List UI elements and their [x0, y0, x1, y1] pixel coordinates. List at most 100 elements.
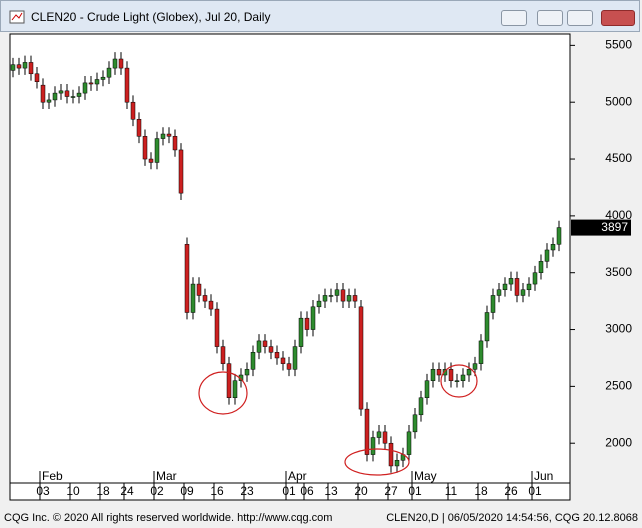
- y-tick-label: 5000: [605, 94, 632, 108]
- annotation-circle: [198, 371, 248, 415]
- y-tick-label: 3500: [605, 265, 632, 279]
- x-tick-label: 23: [240, 484, 254, 498]
- candle-body: [34, 73, 40, 82]
- candle-body: [172, 136, 178, 151]
- link-button[interactable]: [501, 10, 527, 26]
- candle-body: [142, 136, 148, 160]
- candle-body: [442, 369, 448, 376]
- candle-body: [22, 62, 28, 69]
- candle-body: [382, 431, 388, 444]
- candle-body: [136, 119, 142, 137]
- candle-body: [352, 295, 358, 302]
- month-label: Mar: [156, 469, 177, 483]
- candle-body: [478, 340, 484, 364]
- candle-body: [514, 278, 520, 296]
- minimize-button[interactable]: [537, 10, 563, 26]
- window-title: CLEN20 - Crude Light (Globex), Jul 20, D…: [31, 10, 271, 24]
- candle-body: [334, 289, 340, 296]
- x-tick-label: 02: [150, 484, 164, 498]
- y-tick-label: 5500: [605, 38, 632, 52]
- candle-body: [304, 317, 310, 330]
- candle-body: [466, 369, 472, 376]
- candle-body: [394, 460, 400, 467]
- x-tick-label: 10: [66, 484, 80, 498]
- candle-body: [346, 295, 352, 302]
- candle-body: [10, 64, 16, 71]
- x-tick-label: 18: [96, 484, 110, 498]
- y-tick-label: 2000: [605, 435, 632, 449]
- candle-body: [190, 283, 196, 313]
- candle-body: [232, 380, 238, 398]
- candle-body: [280, 357, 286, 364]
- candle-body: [460, 374, 466, 381]
- candle-body: [262, 340, 268, 347]
- last-price: 3897: [601, 220, 628, 234]
- x-tick-label: 01: [528, 484, 542, 498]
- candle-body: [124, 67, 130, 103]
- candle-body: [490, 295, 496, 313]
- x-axis-band: [9, 482, 571, 501]
- title-bar: CLEN20 - Crude Light (Globex), Jul 20, D…: [0, 0, 640, 32]
- candle-body: [406, 431, 412, 455]
- candle-body: [376, 431, 382, 438]
- x-tick-label: 13: [324, 484, 338, 498]
- candle-body: [424, 380, 430, 398]
- x-tick-label: 01: [408, 484, 422, 498]
- candle-body: [70, 96, 76, 98]
- candle-body: [256, 340, 262, 353]
- candle-body: [214, 308, 220, 347]
- candle-body: [40, 84, 46, 103]
- close-button[interactable]: [601, 10, 635, 26]
- x-tick-label: 16: [210, 484, 224, 498]
- candle-body: [76, 92, 82, 97]
- candle-body: [298, 317, 304, 347]
- candle-body: [112, 58, 118, 69]
- candle-body: [178, 149, 184, 194]
- candle-body: [94, 79, 100, 85]
- candle-body: [28, 62, 34, 75]
- candle-body: [250, 352, 256, 370]
- candle-body: [550, 244, 556, 251]
- x-tick-label: 11: [445, 484, 458, 498]
- footer: CQG Inc. © 2020 All rights reserved worl…: [0, 510, 642, 528]
- candle-body: [448, 369, 454, 381]
- candle-body: [160, 133, 166, 139]
- candle-body: [322, 295, 328, 302]
- month-label: Jun: [534, 469, 553, 483]
- candle-body: [496, 289, 502, 296]
- last-price-box: [571, 219, 631, 236]
- candle-body: [472, 363, 478, 370]
- candle-body: [88, 82, 94, 85]
- x-tick-label: 03: [36, 484, 50, 498]
- candle-body: [388, 442, 394, 467]
- candle-body: [244, 369, 250, 376]
- candle-body: [52, 92, 58, 101]
- candle-body: [100, 76, 106, 80]
- candle-body: [508, 278, 514, 285]
- candle-body: [118, 58, 124, 69]
- maximize-button[interactable]: [567, 10, 593, 26]
- plot-area: [9, 33, 571, 484]
- candle-body: [274, 352, 280, 359]
- x-tick-label: 26: [504, 484, 518, 498]
- annotation-circle: [344, 448, 410, 476]
- candle-body: [544, 249, 550, 262]
- candle-body: [148, 158, 154, 163]
- candle-body: [64, 90, 70, 97]
- candle-body: [268, 346, 274, 353]
- annotation-circle: [440, 364, 478, 398]
- candle-body: [46, 99, 52, 103]
- y-tick-label: 3000: [605, 322, 632, 336]
- candle-body: [370, 437, 376, 455]
- candle-body: [484, 312, 490, 342]
- candle-body: [166, 133, 172, 137]
- month-label: May: [414, 469, 437, 483]
- x-tick-label: 09: [180, 484, 194, 498]
- candle-body: [226, 363, 232, 398]
- y-tick-label: 2500: [605, 379, 632, 393]
- candle-body: [310, 306, 316, 330]
- app-icon: [9, 10, 25, 24]
- candle-body: [184, 244, 190, 313]
- candle-body: [538, 261, 544, 273]
